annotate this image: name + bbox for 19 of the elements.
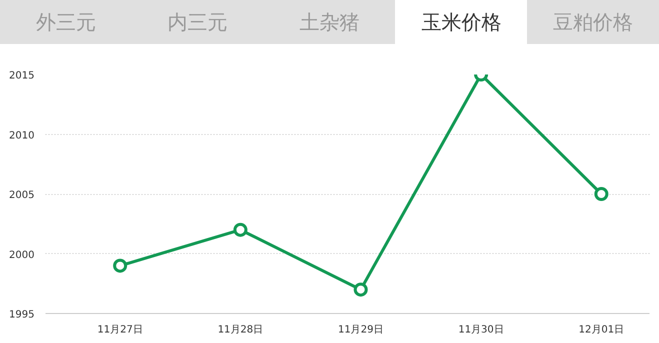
point [233, 222, 248, 237]
text: 外三元 [0, 0, 132, 44]
y-tick-label: 2010 [9, 130, 35, 142]
x-tick-label: 11月28日 [218, 324, 264, 336]
x-tick-label: 11月29日 [338, 324, 384, 336]
chart-title: 玉米价格 [395, 0, 528, 44]
x-tick-label: 11月30日 [458, 324, 504, 336]
y-tick-label: 2015 [9, 70, 35, 82]
y-tick-label: 1995 [9, 310, 35, 320]
point [113, 258, 128, 273]
y-tick-label: 2000 [9, 250, 35, 261]
point [594, 187, 608, 201]
text: 内三元 [132, 0, 264, 44]
x-tick-label: 11月27日 [97, 324, 143, 336]
x-tick-label: 12月01日 [578, 324, 624, 336]
y-tick-label: 2005 [9, 190, 35, 201]
text: 土杂猪 [264, 0, 396, 44]
text: 豆粕价格 [527, 0, 659, 44]
point [354, 282, 368, 297]
